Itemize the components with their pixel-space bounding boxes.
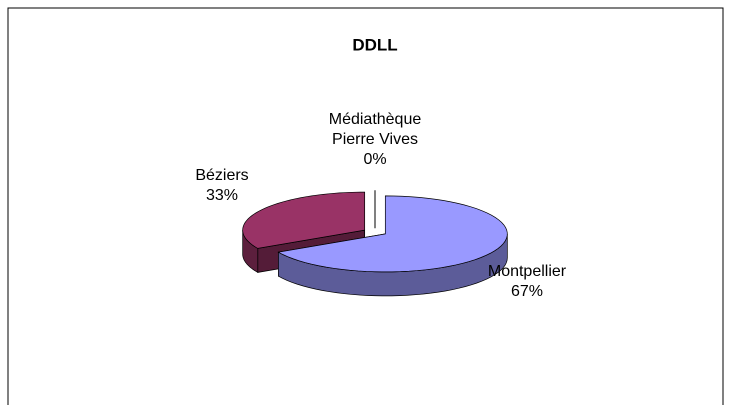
category-label: Médiathèque Pierre Vives (328, 111, 422, 148)
value-label: 33% (205, 187, 239, 204)
slice (277, 195, 508, 273)
slice (242, 191, 366, 249)
category-label: Montpellier (487, 263, 567, 280)
chart-frame (7, 7, 724, 405)
chart-title: DDLL (352, 35, 397, 54)
data-label: Béziers 33% (157, 166, 287, 206)
value-label: 0% (363, 151, 387, 168)
data-label: Montpellier 67% (462, 262, 592, 302)
data-label: Médiathèque Pierre Vives 0% (310, 110, 440, 170)
category-label: Béziers (195, 167, 249, 184)
value-label: 67% (510, 283, 544, 300)
